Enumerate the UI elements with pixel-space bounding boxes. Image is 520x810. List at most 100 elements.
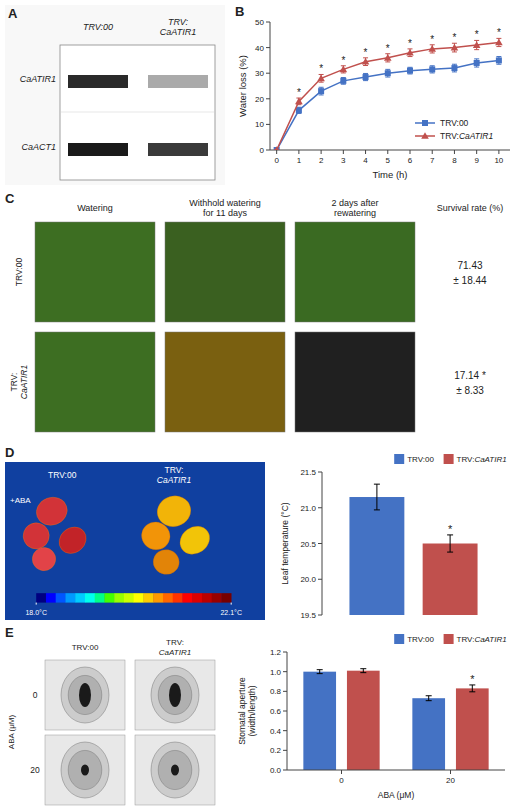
- marker: [451, 65, 457, 71]
- text-run: E: [5, 625, 14, 640]
- text-run: *: [408, 38, 412, 49]
- text-run: *: [475, 29, 479, 40]
- column-header: TRV:00: [83, 22, 113, 32]
- leaf: [175, 521, 216, 560]
- row-label: CaACT1: [21, 142, 56, 152]
- text-run: rewatering: [334, 208, 376, 218]
- text-line: 0.6: [270, 707, 282, 716]
- text-run: 22.1°C: [220, 609, 241, 616]
- text-run: 2: [319, 156, 324, 165]
- text-line: TRV:: [165, 465, 184, 475]
- y-tick-label: 1.2: [270, 648, 282, 657]
- legend: TRV:00TRV:CaATIR1: [394, 454, 506, 464]
- panel-letter: A: [8, 6, 18, 21]
- text-run: 21.5: [300, 468, 316, 477]
- survival-error: ± 8.33: [456, 385, 484, 396]
- text-line: TRV:00: [440, 118, 469, 128]
- colorbar-cell: [192, 593, 202, 602]
- text-run: ± 8.33: [456, 385, 484, 396]
- plot-area: [303, 669, 488, 770]
- text-run: 19.5: [300, 611, 316, 620]
- error-cap: [319, 82, 324, 83]
- x-tick-label: 6: [408, 156, 413, 165]
- guard-cell: [61, 742, 109, 798]
- text-line: *: [497, 27, 501, 38]
- text-run: CaATIR1: [19, 365, 29, 400]
- text-run: 8: [452, 156, 457, 165]
- text-line: CaATIR1: [157, 475, 192, 485]
- text-run: TRV:: [9, 373, 19, 392]
- x-tick-label: 7: [430, 156, 435, 165]
- x-tick: [410, 150, 411, 154]
- marker: [340, 66, 348, 73]
- marker: [317, 75, 325, 82]
- text-run: 0.4: [270, 727, 282, 736]
- leaf: [54, 522, 92, 559]
- colorbar-label: 22.1°C: [220, 609, 241, 616]
- text-run: 18.0°C: [25, 609, 46, 616]
- blot-divider: [60, 112, 215, 113]
- text-run: *: [452, 32, 456, 43]
- error-cap: [496, 46, 501, 47]
- error-cap: [363, 73, 368, 74]
- survival-value: 17.14 *: [454, 370, 486, 381]
- x-tick: [432, 150, 433, 154]
- error-cap: [452, 71, 457, 72]
- text-line: *: [430, 34, 434, 45]
- text-line: ABA (μM): [378, 790, 415, 800]
- text-line: TRV:CaATIR1: [440, 131, 494, 141]
- x-tick: [454, 150, 455, 154]
- text-run: 0: [33, 690, 38, 700]
- text-run: 30: [255, 69, 264, 78]
- y-tick-label: 20: [255, 95, 264, 104]
- text-run: *: [386, 43, 390, 54]
- text-line: Leaf temperature (°C): [280, 502, 290, 584]
- error-bar: [317, 670, 323, 674]
- error-cap: [496, 64, 501, 65]
- error-cap: [319, 87, 324, 88]
- y-tick: [266, 22, 270, 23]
- text-line: CaATIR1: [159, 648, 191, 657]
- text-run: 10: [494, 156, 503, 165]
- text-run: Watering: [77, 203, 113, 213]
- x-tick: [321, 150, 322, 154]
- micrograph-cell: [45, 660, 125, 730]
- marker: [274, 147, 280, 150]
- guard-cell: [61, 667, 109, 723]
- text-run: TRV:00: [407, 455, 434, 464]
- error-bar: [469, 685, 475, 692]
- error-cap: [408, 56, 413, 57]
- error-bar: [385, 69, 390, 77]
- text-run: CaATIR1: [474, 635, 506, 644]
- text-line: TRV:: [168, 17, 189, 27]
- significance-star: *: [430, 34, 434, 45]
- column-header: 2 days afterrewatering: [331, 198, 378, 219]
- text-line: CaATIR1: [19, 365, 29, 400]
- colorbar-cell: [56, 593, 66, 602]
- y-tick: [318, 543, 322, 544]
- text-line: Water loss (%): [237, 55, 248, 117]
- colorbar-cell: [85, 593, 95, 602]
- y-tick-label: 40: [255, 44, 264, 53]
- text-run: B: [235, 4, 244, 19]
- text-line: 10: [255, 120, 264, 129]
- x-tick-label: 20: [446, 776, 455, 785]
- y-tick-label: 50: [255, 18, 264, 27]
- significance-star: *: [319, 63, 323, 74]
- error-bar: [408, 67, 413, 74]
- marker: [273, 146, 281, 150]
- guard-cell-inner: [68, 675, 102, 714]
- text-line: *: [341, 55, 345, 66]
- colorbar-cell: [221, 593, 231, 602]
- x-tick-label: 0: [339, 776, 344, 785]
- text-run: TRV:00: [48, 470, 77, 480]
- leaf: [20, 519, 53, 552]
- text-run: 10: [255, 120, 264, 129]
- significance-star: *: [408, 38, 412, 49]
- guard-cell: [151, 667, 199, 723]
- text-run: ABA (μM): [7, 714, 16, 749]
- error-bar: [360, 669, 366, 673]
- text-run: CaATIR1: [459, 131, 494, 141]
- leaf: [31, 547, 56, 572]
- text-run: 40: [255, 44, 264, 53]
